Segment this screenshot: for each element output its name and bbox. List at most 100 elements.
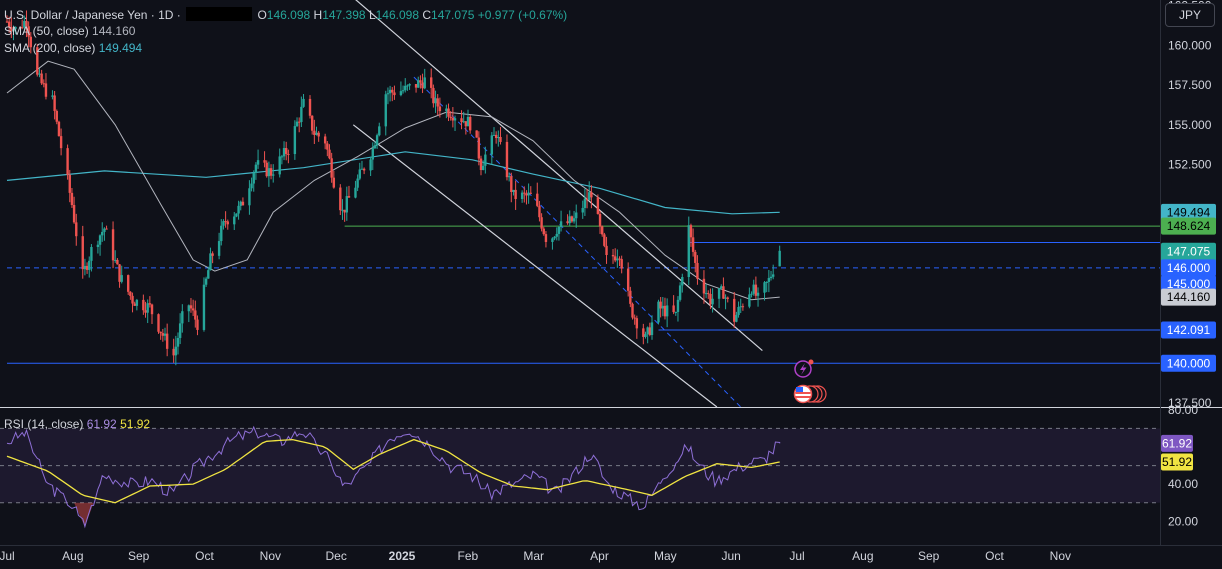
candle-body[interactable]	[657, 301, 660, 323]
candle-body[interactable]	[659, 301, 662, 309]
candle-body[interactable]	[68, 174, 71, 193]
candle-body[interactable]	[378, 126, 381, 136]
candle-body[interactable]	[148, 303, 152, 305]
candle-body[interactable]	[404, 85, 407, 91]
candle-body[interactable]	[616, 258, 619, 261]
candle-body[interactable]	[191, 308, 195, 311]
candle-body[interactable]	[220, 225, 223, 242]
price-badge[interactable]: 144.160	[1161, 288, 1216, 306]
candle-body[interactable]	[490, 135, 494, 155]
candle-body[interactable]	[285, 148, 288, 154]
candle-body[interactable]	[252, 172, 255, 184]
currency-button[interactable]: JPY	[1165, 3, 1215, 27]
candle-body[interactable]	[38, 73, 41, 75]
sma50-legend[interactable]: SMA (50, close) 144.160	[4, 24, 135, 38]
sma50-label[interactable]: SMA (50, close)	[4, 24, 89, 38]
candles[interactable]	[5, 10, 781, 366]
candle-body[interactable]	[650, 322, 654, 336]
candle-body[interactable]	[163, 333, 167, 336]
candle-body[interactable]	[27, 26, 30, 37]
candle-body[interactable]	[272, 174, 275, 176]
candle-body[interactable]	[661, 305, 665, 309]
candle-body[interactable]	[131, 295, 134, 304]
candle-body[interactable]	[620, 259, 623, 269]
candle-body[interactable]	[196, 319, 199, 330]
candle-body[interactable]	[414, 84, 418, 88]
candle-body[interactable]	[29, 36, 33, 48]
candle-body[interactable]	[642, 328, 645, 337]
candle-body[interactable]	[315, 132, 318, 135]
candle-body[interactable]	[529, 192, 532, 194]
candle-body[interactable]	[178, 323, 182, 338]
candle-body[interactable]	[484, 154, 487, 166]
candle-body[interactable]	[583, 198, 587, 208]
candle-body[interactable]	[172, 348, 175, 356]
us-flag-icon[interactable]	[793, 384, 827, 404]
candle-body[interactable]	[127, 275, 130, 292]
candle-body[interactable]	[570, 216, 574, 222]
candle-body[interactable]	[475, 130, 478, 138]
candle-body[interactable]	[618, 258, 621, 260]
candle-body[interactable]	[644, 334, 647, 337]
candle-body[interactable]	[778, 250, 781, 267]
candle-body[interactable]	[278, 156, 281, 175]
candle-body[interactable]	[159, 331, 162, 334]
channel-lower-line[interactable]	[352, 124, 718, 407]
candle-body[interactable]	[209, 253, 212, 271]
candle-body[interactable]	[462, 121, 465, 123]
candle-body[interactable]	[371, 148, 374, 160]
candle-body[interactable]	[514, 189, 517, 199]
candle-body[interactable]	[317, 132, 320, 137]
candle-body[interactable]	[369, 159, 372, 171]
candle-body[interactable]	[399, 91, 403, 96]
candle-body[interactable]	[161, 333, 165, 336]
candle-body[interactable]	[75, 222, 78, 237]
candle-body[interactable]	[419, 80, 422, 83]
candle-body[interactable]	[51, 95, 54, 97]
candle-body[interactable]	[605, 245, 608, 256]
candle-body[interactable]	[737, 306, 740, 315]
candle-body[interactable]	[98, 235, 102, 245]
candle-body[interactable]	[551, 238, 554, 242]
candle-body[interactable]	[481, 165, 485, 170]
price-badge[interactable]: 145.000	[1161, 275, 1216, 293]
candle-body[interactable]	[709, 293, 712, 305]
candle-body[interactable]	[464, 121, 468, 127]
price-badge[interactable]: 149.494	[1161, 203, 1216, 221]
candle-body[interactable]	[633, 317, 636, 319]
lightning-icon[interactable]	[794, 359, 814, 378]
candle-body[interactable]	[204, 278, 208, 285]
candle-body[interactable]	[449, 116, 452, 118]
candle-body[interactable]	[588, 192, 591, 201]
candle-body[interactable]	[626, 268, 630, 291]
candle-body[interactable]	[665, 305, 669, 317]
candle-body[interactable]	[282, 148, 286, 157]
candle-body[interactable]	[720, 286, 723, 289]
candle-body[interactable]	[308, 98, 312, 116]
candle-body[interactable]	[88, 260, 91, 270]
candle-body[interactable]	[129, 291, 132, 296]
candle-body[interactable]	[233, 216, 236, 225]
candle-body[interactable]	[20, 27, 24, 29]
candle-body[interactable]	[739, 306, 742, 308]
candle-body[interactable]	[356, 178, 359, 188]
candle-body[interactable]	[672, 305, 675, 313]
candle-body[interactable]	[120, 275, 123, 282]
candle-body[interactable]	[391, 89, 394, 93]
candle-body[interactable]	[23, 20, 26, 28]
candle-body[interactable]	[194, 310, 197, 320]
candle-body[interactable]	[135, 299, 139, 306]
candle-body[interactable]	[430, 77, 433, 88]
candle-body[interactable]	[248, 188, 251, 206]
candle-body[interactable]	[345, 196, 349, 213]
candle-body[interactable]	[384, 94, 387, 127]
candle-body[interactable]	[525, 193, 528, 196]
candle-body[interactable]	[300, 106, 303, 122]
candle-body[interactable]	[769, 276, 773, 279]
candle-body[interactable]	[436, 98, 439, 107]
candle-body[interactable]	[674, 311, 677, 313]
candle-body[interactable]	[408, 84, 411, 86]
candle-body[interactable]	[538, 205, 541, 218]
candle-body[interactable]	[520, 192, 524, 199]
candle-body[interactable]	[116, 259, 119, 265]
